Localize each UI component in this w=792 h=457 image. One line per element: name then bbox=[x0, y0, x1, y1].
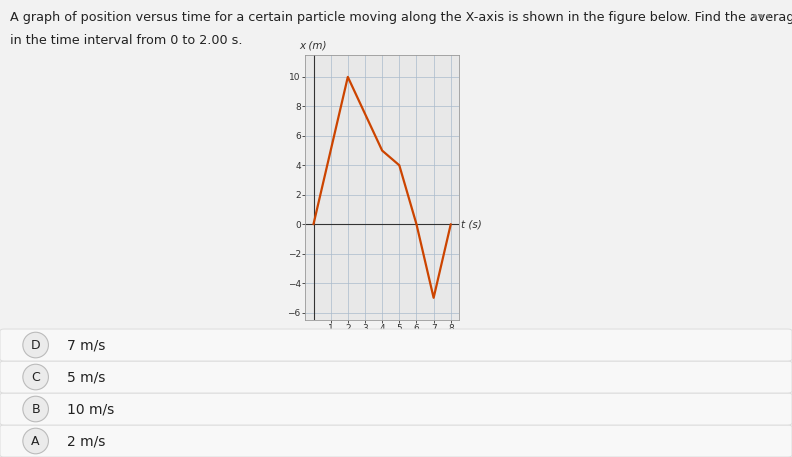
Text: •••: ••• bbox=[750, 11, 772, 24]
Text: C: C bbox=[31, 371, 40, 383]
Text: 10 m/s: 10 m/s bbox=[67, 402, 115, 416]
Text: in the time interval from 0 to 2.00 s.: in the time interval from 0 to 2.00 s. bbox=[10, 34, 243, 47]
Text: 7 m/s: 7 m/s bbox=[67, 338, 105, 352]
Text: A: A bbox=[32, 435, 40, 447]
Text: x (m): x (m) bbox=[299, 40, 327, 50]
Text: 2 m/s: 2 m/s bbox=[67, 434, 105, 448]
Text: 5 m/s: 5 m/s bbox=[67, 370, 105, 384]
Text: D: D bbox=[31, 339, 40, 351]
Text: t (s): t (s) bbox=[461, 219, 482, 229]
Text: B: B bbox=[32, 403, 40, 415]
Text: A graph of position versus time for a certain particle moving along the X-axis i: A graph of position versus time for a ce… bbox=[10, 11, 792, 24]
